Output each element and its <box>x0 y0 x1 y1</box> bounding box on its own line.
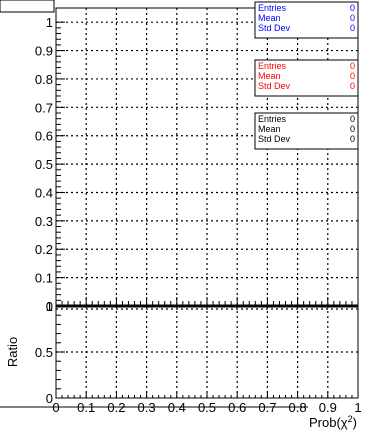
top-y-tick-label: 0.5 <box>35 157 53 172</box>
ratio-grid <box>56 306 358 398</box>
stats-box-label: Entries <box>258 61 287 71</box>
stats-box-value: 0 <box>350 61 355 71</box>
ratio-plot-panel: 00.51 00.10.20.30.40.50.60.70.80.91 Rati… <box>5 299 362 430</box>
ratio-axis-ticks <box>55 305 359 399</box>
stats-box-label: Std Dev <box>258 134 291 144</box>
top-y-tick-labels: 0 0.1 0.2 0.3 0.4 0.5 0.6 0.7 0.8 0.9 1 <box>35 15 53 314</box>
title-box <box>0 0 55 13</box>
stats-box-label: Mean <box>258 71 281 81</box>
top-plot-frame <box>55 7 359 307</box>
ratio-x-tick-label: 0.9 <box>319 400 337 415</box>
ratio-y-tick-labels: 00.51 <box>35 299 53 406</box>
stats-box-label: Mean <box>258 13 281 23</box>
top-y-tick-label: 0.3 <box>35 214 53 229</box>
ratio-y-tick-label: 0.5 <box>35 345 53 360</box>
top-y-tick-label: 0.1 <box>35 271 53 286</box>
stats-box-value: 0 <box>350 81 355 91</box>
ratio-x-tick-label: 1 <box>354 400 361 415</box>
ratio-y-tick-label: 0 <box>46 391 53 406</box>
stats-box-label: Mean <box>258 124 281 134</box>
top-y-tick-label: 1 <box>46 15 53 30</box>
stats-box-0 <box>254 1 359 39</box>
stats-box-value: 0 <box>350 114 355 124</box>
top-grid <box>56 8 358 306</box>
stats-box-value: 0 <box>350 3 355 13</box>
stats-box-label: Entries <box>258 3 287 13</box>
top-y-tick-label: 0.9 <box>35 44 53 59</box>
stats-box-1 <box>254 59 359 97</box>
ratio-y-axis-title: Ratio <box>5 337 20 367</box>
ratio-y-tick-label: 1 <box>46 299 53 314</box>
stats-box-label: Std Dev <box>258 23 291 33</box>
top-y-tick-label: 0.7 <box>35 100 53 115</box>
stats-box-2 <box>254 112 359 150</box>
top-plot-panel: 0 0.1 0.2 0.3 0.4 0.5 0.6 0.7 0.8 0.9 1 Entries 0 Me… <box>35 1 359 314</box>
x-axis-title-sup: 2 <box>348 414 353 424</box>
stats-box-label: Std Dev <box>258 81 291 91</box>
ratio-x-axis-title: Prob(χ2) <box>309 414 357 430</box>
stats-box-label: Entries <box>258 114 287 124</box>
top-y-tick-label: 0.2 <box>35 242 53 257</box>
top-y-tick-label: 0.6 <box>35 129 53 144</box>
x-axis-title-close: ) <box>353 415 357 430</box>
stats-box-value: 0 <box>350 134 355 144</box>
stats-box-value: 0 <box>350 71 355 81</box>
top-y-tick-label: 0.4 <box>35 185 53 200</box>
top-y-tick-label: 0 <box>46 299 53 314</box>
stats-box-value: 0 <box>350 13 355 23</box>
x-axis-title-main: Prob(χ <box>309 415 348 430</box>
top-y-tick-label: 0.8 <box>35 72 53 87</box>
stats-box-value: 0 <box>350 124 355 134</box>
stats-box-value: 0 <box>350 23 355 33</box>
stats-boxes: Entries 0 Mean 0 Std Dev 0 Entries 0 Mean 0 Std De… <box>254 1 359 150</box>
